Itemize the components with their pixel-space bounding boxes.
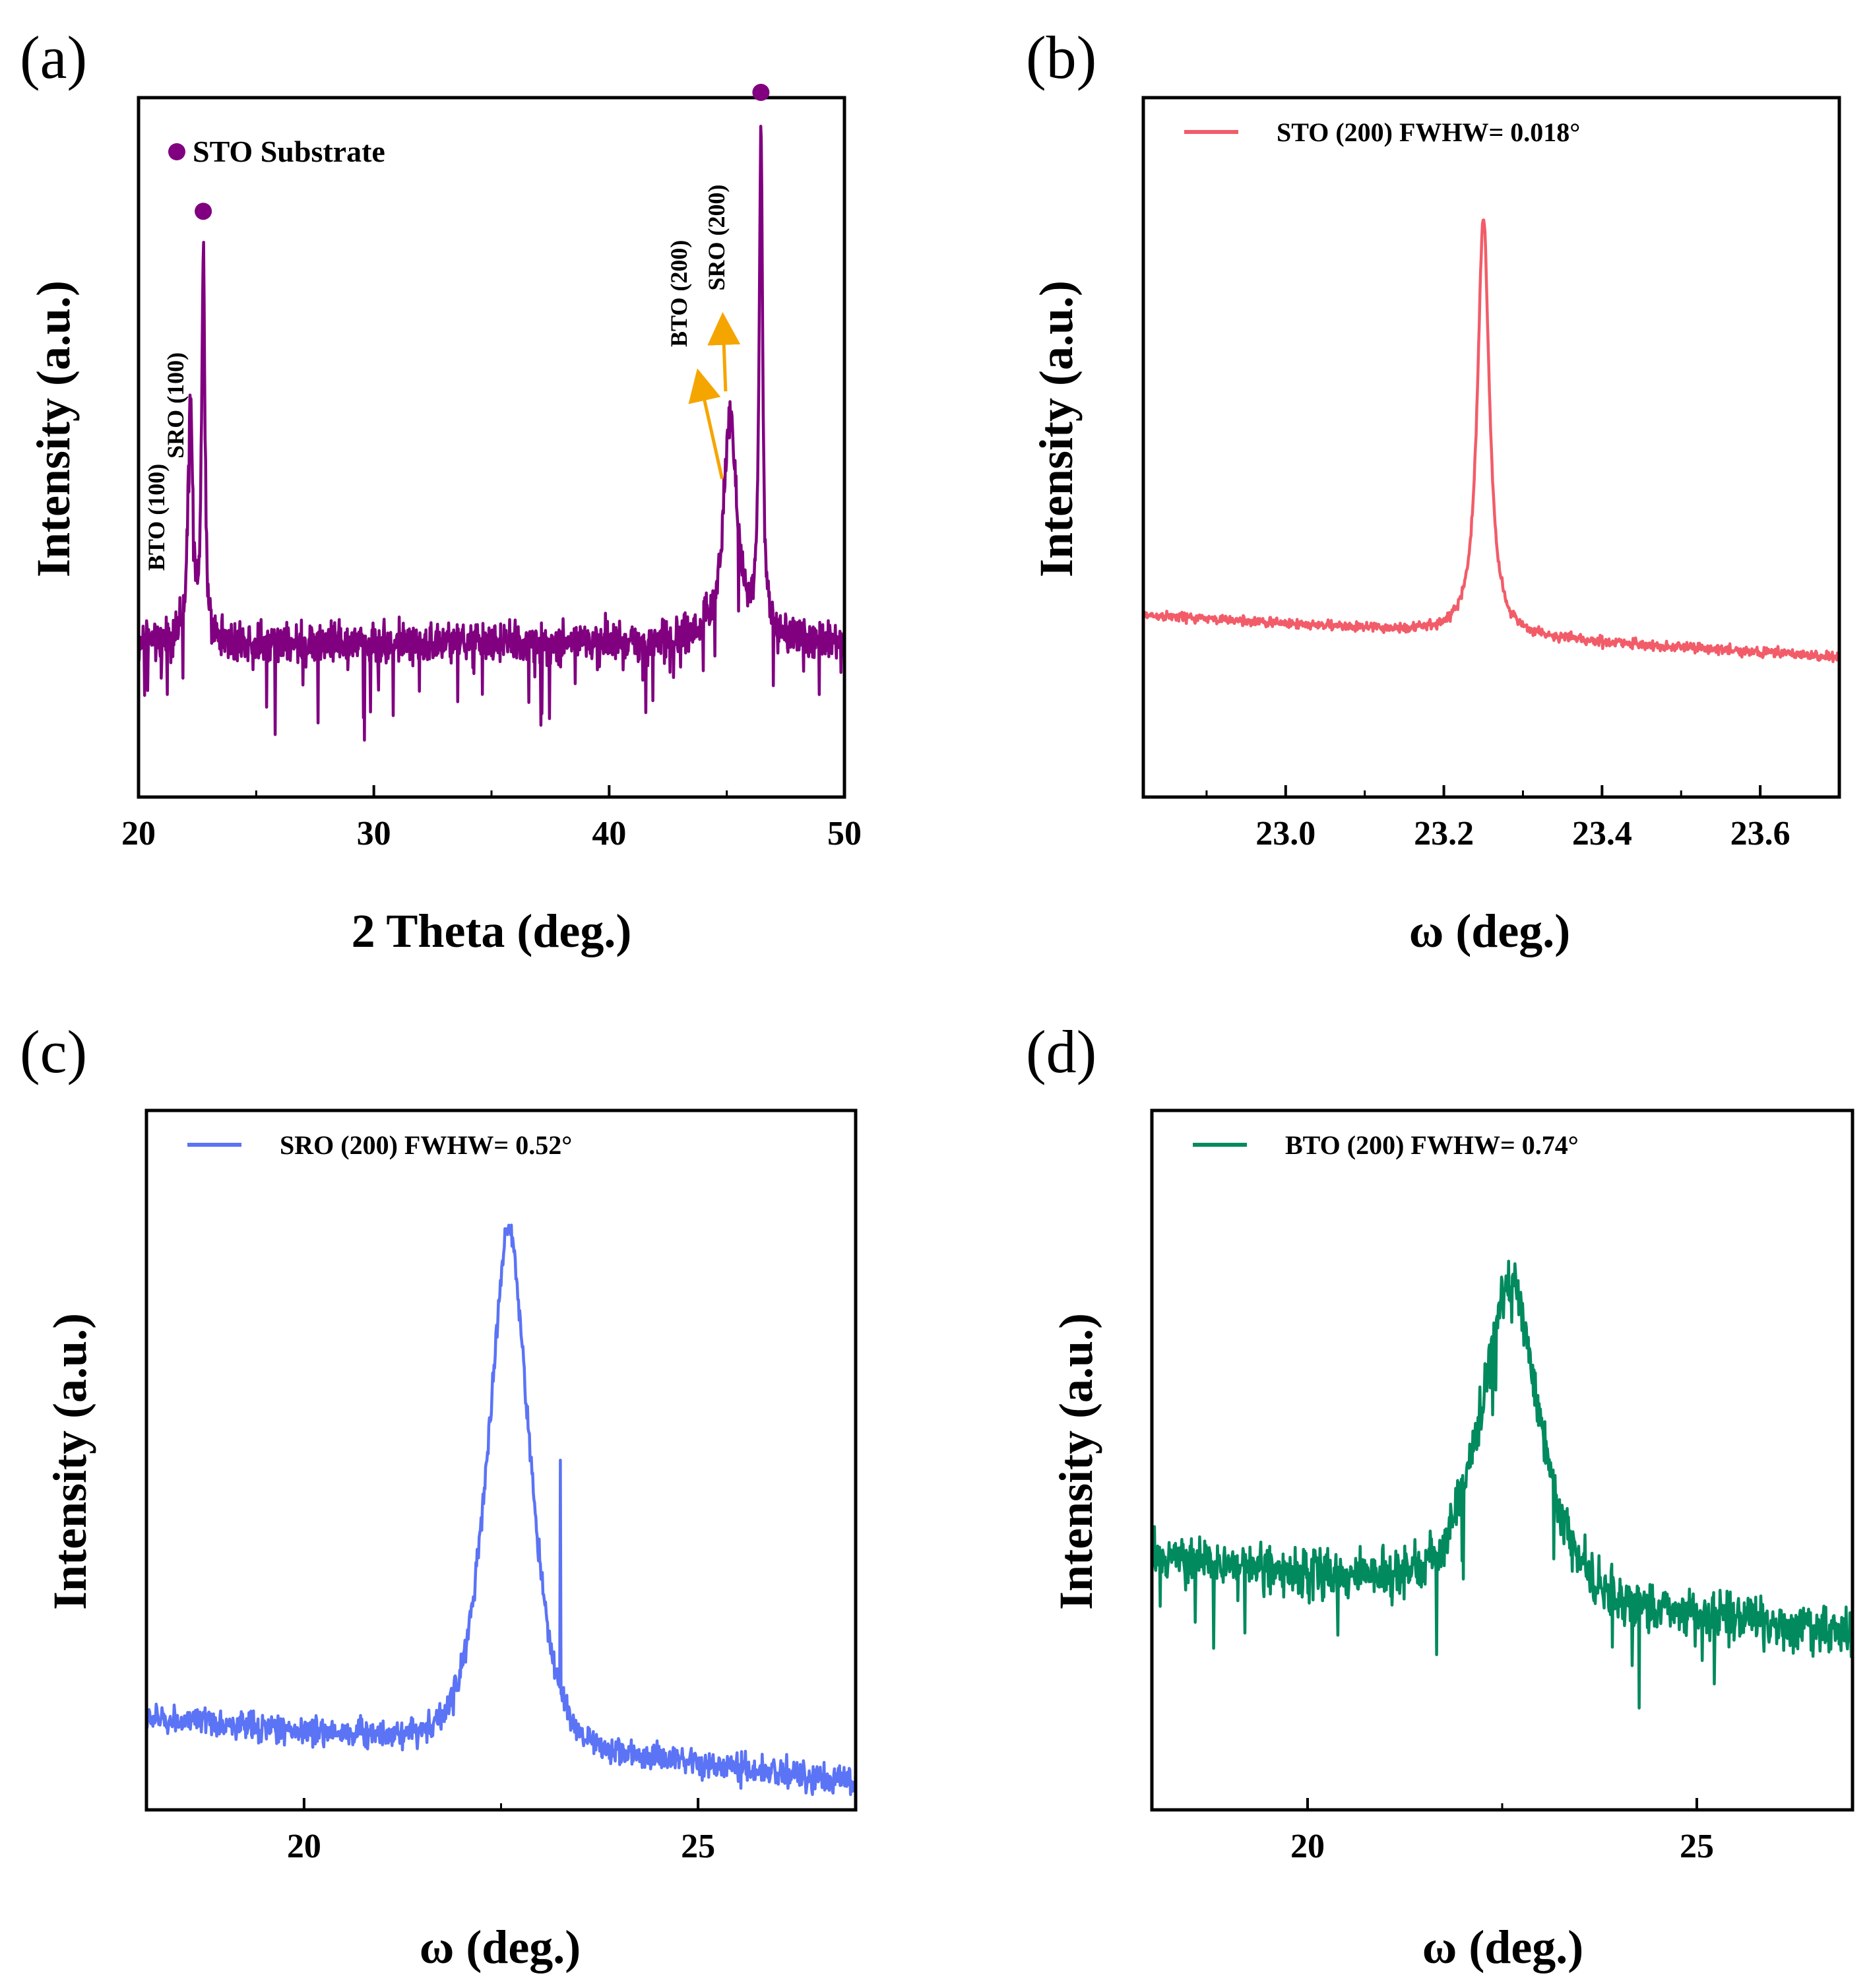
legend-label: BTO (200) FWHW= 0.74° [1285,1130,1579,1160]
legend-marker [168,143,185,160]
x-tick-label: 25 [1680,1828,1714,1865]
x-tick-label: 20 [287,1828,321,1865]
chart-panel-c: 20 25 ω (deg.) Intensity (a.u.) (c) SRO (200)… [20,1018,858,1973]
plot-frame [1150,1108,1854,1812]
x-axis-title: 2 Theta (deg.) [352,905,632,957]
y-axis-title: Intensity (a.u.) [27,280,80,577]
x-tick-label: 40 [592,815,626,852]
peak-annotation: BTO (100) [143,464,170,571]
substrate-peak-marker [752,84,770,101]
peak-annotation: BTO (200) [666,240,692,347]
x-tick-label: 23.2 [1414,815,1474,852]
series-line [1152,1260,1853,1710]
x-tick-label: 23.0 [1255,815,1315,852]
annotation-arrow [688,368,724,480]
legend-label: SRO (200) FWHW= 0.52° [280,1130,572,1160]
x-axis-title: ω (deg.) [1422,1921,1584,1973]
x-tick-label: 30 [357,815,391,852]
panel-label: (a) [20,24,87,91]
x-axis-title: ω (deg.) [1409,905,1571,957]
x-tick-label: 23.4 [1572,815,1632,852]
series-line [139,125,844,742]
peak-annotation: SRO (200) [703,185,730,291]
panel-label: (d) [1026,1018,1096,1085]
peak-annotation: SRO (100) [162,352,189,459]
plot-frame [1141,96,1841,799]
y-axis-title: Intensity (a.u.) [44,1313,96,1610]
panel-label: (b) [1026,24,1096,91]
substrate-peak-marker [195,203,212,220]
x-tick-label: 20 [121,815,156,852]
annotation-arrow [707,311,741,392]
x-tick-label: 50 [827,815,862,852]
y-axis-title: Intensity (a.u.) [1050,1313,1102,1610]
legend-label: STO (200) FWHW= 0.018° [1277,117,1580,147]
x-axis-title: ω (deg.) [420,1921,581,1973]
x-tick-label: 25 [681,1828,715,1865]
plot-frame [144,1108,858,1812]
x-tick-label: 20 [1290,1828,1325,1865]
x-tick-label: 23.6 [1730,815,1790,852]
series-line [1143,218,1839,664]
legend-label: STO Substrate [193,135,385,168]
series-line [146,1223,856,1797]
chart-panel-a: 20 30 40 50 2 Theta (deg.) Intensity (a.u.) (a… [20,24,862,957]
y-axis-title: Intensity (a.u.) [1030,280,1083,577]
chart-panel-b: 23.0 23.2 23.4 23.6 ω (deg.) Intensity (a.u.)… [1026,24,1841,957]
chart-panel-d: 20 25 ω (deg.) Intensity (a.u.) (d) BTO (200)… [1026,1018,1854,1973]
plot-frame [137,96,846,799]
panel-label: (c) [20,1018,87,1085]
